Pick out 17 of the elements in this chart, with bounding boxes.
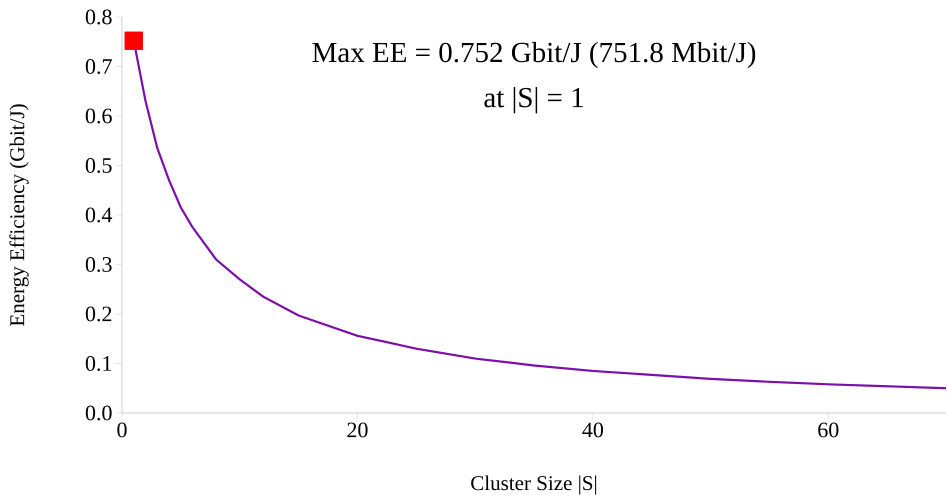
x-tick-label: 40: [582, 422, 604, 438]
y-tick-label: 0.3: [86, 257, 112, 272]
y-tick-label: 0.1: [86, 356, 112, 371]
annotation: Max EE = 0.752 Gbit/J (751.8 Mbit/J): [312, 42, 756, 68]
x-tick-label: 0: [117, 422, 127, 438]
x-axis-title: Cluster Size |S|: [471, 475, 596, 495]
y-axis-title: Energy Efficiency (Gbit/J): [9, 104, 29, 326]
x-tick-label: 60: [818, 422, 838, 438]
y-tick-label: 0.5: [86, 158, 112, 173]
y-tick-label: 0.7: [86, 59, 112, 74]
y-tick-label: 0.4: [86, 208, 112, 222]
annotation: at |S| = 1: [484, 86, 583, 114]
y-tick-label: 0.2: [86, 306, 112, 322]
y-tick-label: 0.8: [86, 10, 112, 24]
y-tick-label: 0.6: [86, 108, 112, 124]
x-tick-label: 20: [347, 422, 368, 438]
y-tick-label: 0.0: [86, 406, 112, 420]
